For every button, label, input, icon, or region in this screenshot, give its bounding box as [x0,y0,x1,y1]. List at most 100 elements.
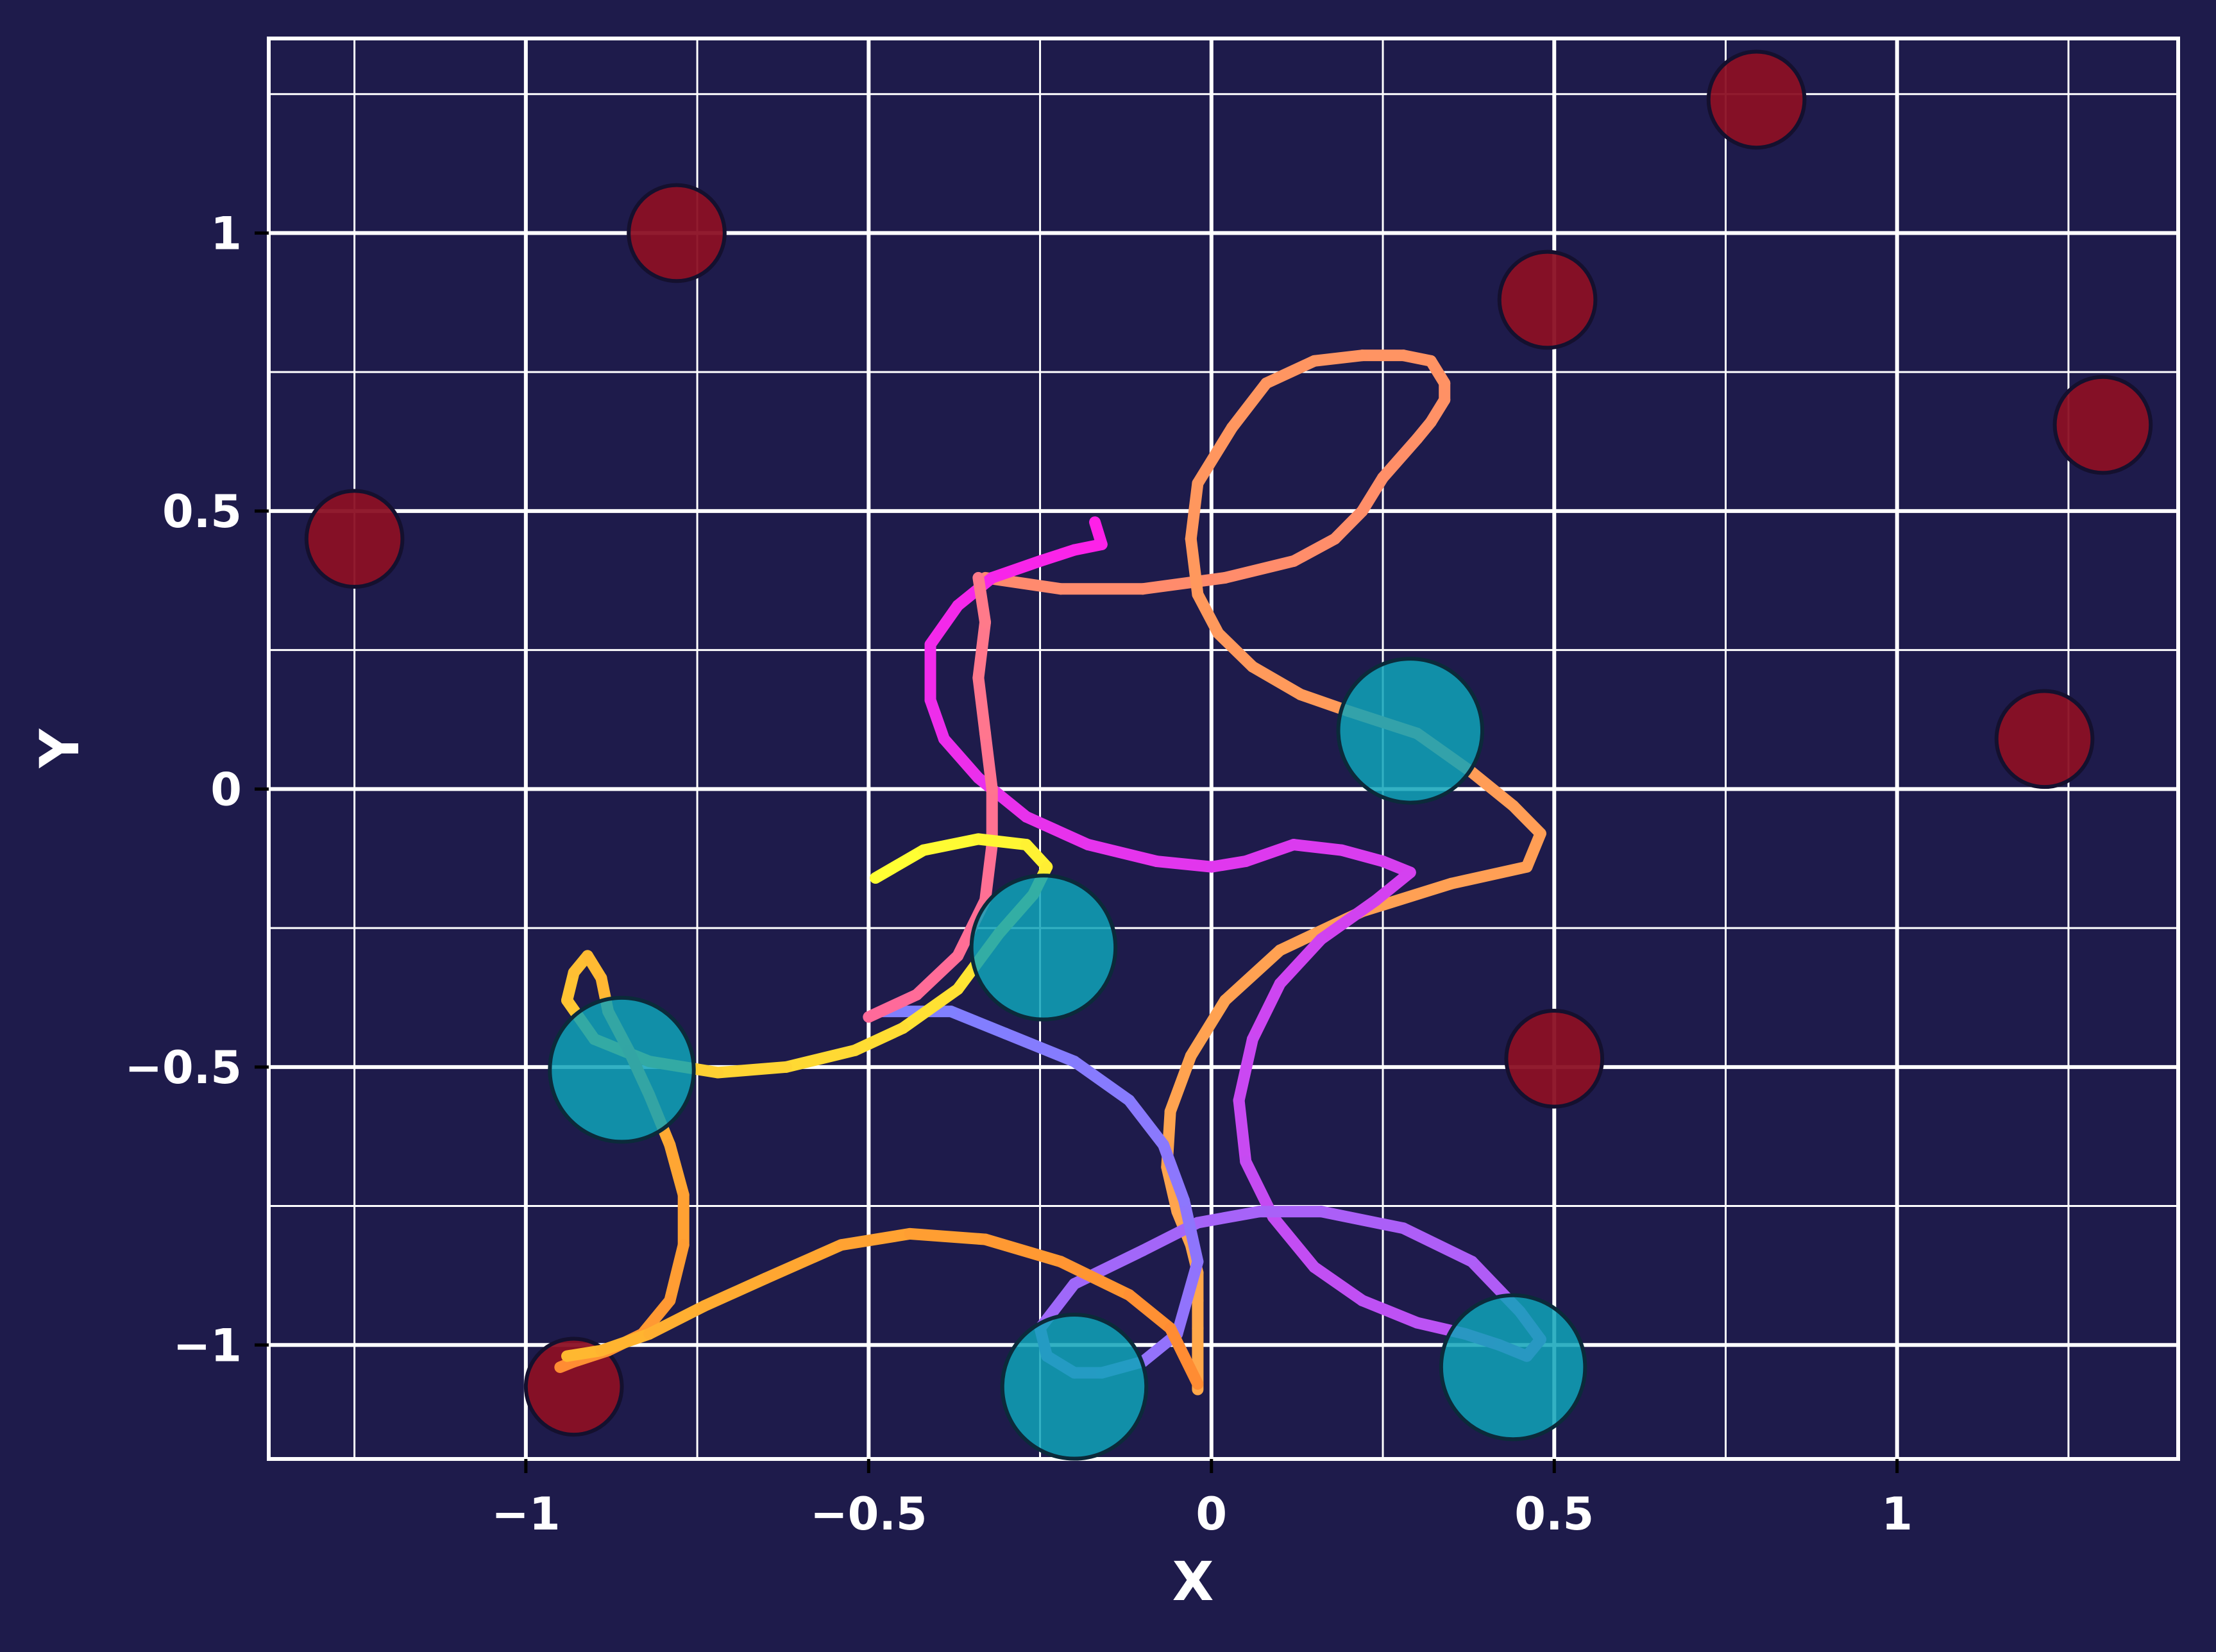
obstacle-marker [304,489,405,589]
trajectory-segment [1445,861,1533,889]
trajectory-segment [1308,350,1368,367]
trajectory-segment [1398,1222,1478,1268]
trajectory-segment [1137,571,1231,595]
trajectory-segment [945,1006,1012,1040]
trajectory-segment [1164,1322,1204,1390]
trajectory-segment [1288,839,1348,856]
trajectory-segment [1233,1033,1258,1106]
trajectory-segment [1233,1094,1252,1168]
trajectory-segment [1192,421,1238,489]
trajectory-segment [1260,355,1321,389]
y-axis-ticks: −1 −0.5 0 0.5 1 [124,207,269,1372]
trajectory-segment [849,1022,909,1056]
trajectory-segment [938,733,985,784]
trajectory-segment [897,983,964,1034]
trajectory-segment [1226,377,1273,434]
trajectory-segment [781,1044,861,1073]
goal-marker [1439,1293,1587,1442]
trajectory-segment [1157,1139,1190,1206]
trajectory-segment [1069,1056,1135,1106]
trajectory-segment [1123,1289,1176,1335]
trajectory-segment [917,833,985,856]
trajectory-segment [1274,933,1327,990]
x-tick-label: 1 [1881,1488,1913,1540]
trajectory-segment [1151,856,1217,873]
trajectory-segment [979,839,998,906]
x-tick-label: 0.5 [1514,1488,1594,1540]
trajectory-segment [1192,588,1224,639]
trajectory-segment [1123,1094,1169,1151]
trajectory-segment [1356,877,1457,918]
trajectory-segment [1267,1211,1321,1273]
trajectory-segment [1370,866,1416,906]
trajectory-segment [972,616,992,684]
x-tick-label: −1 [491,1488,560,1540]
obstacle-marker [1706,49,1807,150]
trajectory-segment [904,1227,992,1245]
trajectory-segment [1246,977,1286,1045]
trajectory-segment [986,555,1046,584]
goal-marker [969,873,1118,1022]
trajectory-segment [924,600,964,650]
trajectory-segment [1521,827,1546,873]
trajectory-segment [1034,544,1081,567]
trajectory-segment [1377,433,1423,484]
obstacle-marker [1504,1008,1605,1109]
trajectory-segment [636,1294,676,1340]
goal-marker [548,995,696,1144]
plot-frame [267,37,2180,1461]
y-tick-label: 0.5 [162,485,242,538]
trajectory-segment [1219,555,1300,584]
trajectory-segment [1240,839,1300,868]
trajectory-segment [1082,839,1163,868]
obstacle-marker [1497,249,1598,350]
x-tick-label: −0.5 [810,1488,927,1540]
trajectory-segment [979,727,998,795]
trajectory-segment [863,989,923,1023]
trajectory-segment [698,1272,772,1312]
trajectory-segment [1356,1294,1423,1329]
obstacle-marker [523,1336,624,1437]
obstacle-marker [1994,689,2095,789]
trajectory-segment [1329,505,1368,545]
trajectory-segment [1020,811,1094,851]
trajectory-segment [924,694,950,745]
trajectory-segment [1185,477,1204,545]
trajectory-segment [1185,533,1204,600]
trajectory-segment [1507,800,1546,839]
trajectory-segment [979,1233,1067,1268]
trajectory-segment [1466,766,1519,812]
trajectory-segment [911,950,964,1001]
trajectory-segment [1356,471,1389,517]
goal-marker [1336,657,1485,805]
trajectory-segment [1315,1206,1410,1235]
trajectory-segment [1000,1027,1081,1068]
trajectory-segment [712,1061,793,1079]
trajectory-segment [664,1239,689,1306]
goal-markers [548,657,1587,1461]
trajectory-segment [664,1139,689,1201]
trajectory-segment [1315,894,1382,945]
trajectory-segment [554,1356,580,1373]
y-axis-label: Y [28,728,91,768]
trajectory-segment [1205,856,1252,873]
trajectory-segment [1171,1256,1204,1340]
trajectory-segment [595,1328,655,1356]
trajectory-segment [972,671,992,739]
trajectory-segment [1212,627,1258,673]
obstacle-marker [2052,375,2153,475]
trajectory-segment [1185,994,1231,1062]
trajectory-segment [1178,1194,1204,1268]
trajectory-segment [1054,1256,1135,1301]
plot-area [267,37,2180,1461]
trajectory-segment [1192,1206,1265,1229]
obstacle-marker [627,183,727,283]
trajectory-segment [561,1344,607,1362]
goal-marker [1000,1313,1149,1461]
trajectory-segment [1246,661,1307,700]
trajectory-segment [1308,1261,1368,1306]
trajectory-segment [972,571,992,628]
y-tick-label: 0 [210,763,242,816]
x-axis-ticks: −1 −0.5 0 0.5 1 [491,1459,1913,1540]
